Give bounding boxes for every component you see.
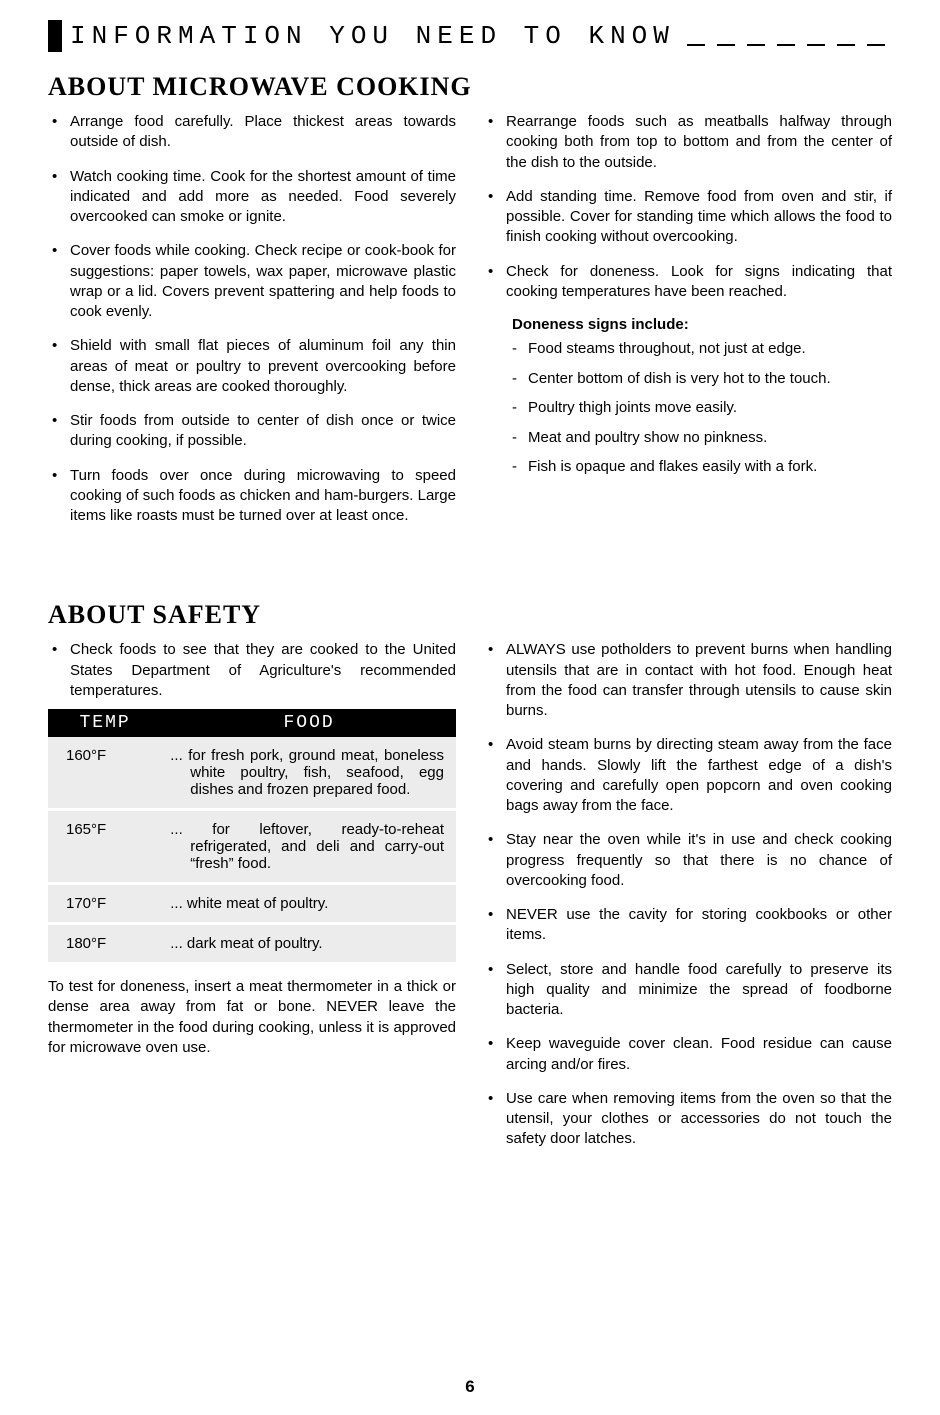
table-row: 180°F ... dark meat of poultry. bbox=[48, 924, 456, 964]
list-item: Check for doneness. Look for signs indic… bbox=[484, 262, 892, 303]
cell-food: ... for leftover, ready-to-reheat refrig… bbox=[162, 810, 456, 884]
safety-intro: Check foods to see that they are cooked … bbox=[48, 640, 456, 701]
list-item: Avoid steam burns by directing steam awa… bbox=[484, 735, 892, 816]
section-cooking: ABOUT MICROWAVE COOKING Arrange food car… bbox=[48, 72, 892, 540]
banner-title: INFORMATION YOU NEED TO KNOW bbox=[70, 21, 675, 51]
banner-bar-icon bbox=[48, 20, 62, 52]
table-header-food: FOOD bbox=[162, 709, 456, 737]
table-row: 165°F ... for leftover, ready-to-reheat … bbox=[48, 810, 456, 884]
list-item: Stir foods from outside to center of dis… bbox=[48, 411, 456, 452]
cooking-left-col: Arrange food carefully. Place thickest a… bbox=[48, 112, 456, 540]
cell-food: ... for fresh pork, ground meat, boneles… bbox=[162, 737, 456, 810]
list-item: Watch cooking time. Cook for the shortes… bbox=[48, 167, 456, 228]
section-safety: ABOUT SAFETY Check foods to see that the… bbox=[48, 600, 892, 1163]
list-item: Shield with small flat pieces of aluminu… bbox=[48, 336, 456, 397]
heading-cooking: ABOUT MICROWAVE COOKING bbox=[48, 72, 892, 102]
list-item: Use care when removing items from the ov… bbox=[484, 1089, 892, 1150]
doneness-title: Doneness signs include: bbox=[512, 316, 892, 333]
list-item: Arrange food carefully. Place thickest a… bbox=[48, 112, 456, 153]
table-header-temp: TEMP bbox=[48, 709, 162, 737]
safety-after-table: To test for doneness, insert a meat ther… bbox=[48, 977, 456, 1058]
cell-temp: 170°F bbox=[48, 884, 162, 924]
list-item: Keep waveguide cover clean. Food residue… bbox=[484, 1034, 892, 1075]
list-item: NEVER use the cavity for storing cookboo… bbox=[484, 905, 892, 946]
list-item: Cover foods while cooking. Check recipe … bbox=[48, 241, 456, 322]
list-item: Add standing time. Remove food from oven… bbox=[484, 187, 892, 248]
list-item: Poultry thigh joints move easily. bbox=[512, 398, 892, 418]
page: INFORMATION YOU NEED TO KNOW ABOUT MICRO… bbox=[0, 0, 940, 1415]
table-row: 160°F ... for fresh pork, ground meat, b… bbox=[48, 737, 456, 810]
list-item: Select, store and handle food carefully … bbox=[484, 960, 892, 1021]
temperature-table: TEMP FOOD 160°F ... for fresh pork, grou… bbox=[48, 709, 456, 965]
heading-safety: ABOUT SAFETY bbox=[48, 600, 892, 630]
table-row: 170°F ... white meat of poultry. bbox=[48, 884, 456, 924]
cooking-right-col: Rearrange foods such as meatballs halfwa… bbox=[484, 112, 892, 540]
cell-temp: 180°F bbox=[48, 924, 162, 964]
cell-food: ... dark meat of poultry. bbox=[162, 924, 456, 964]
banner-dashed-rule bbox=[687, 44, 892, 46]
page-banner: INFORMATION YOU NEED TO KNOW bbox=[48, 20, 892, 52]
cell-temp: 165°F bbox=[48, 810, 162, 884]
list-item: Turn foods over once during microwaving … bbox=[48, 466, 456, 527]
page-number: 6 bbox=[0, 1377, 940, 1397]
list-item: Food steams throughout, not just at edge… bbox=[512, 339, 892, 359]
list-item: Center bottom of dish is very hot to the… bbox=[512, 369, 892, 389]
list-item: Stay near the oven while it's in use and… bbox=[484, 830, 892, 891]
safety-right-col: ALWAYS use potholders to prevent burns w… bbox=[484, 640, 892, 1163]
list-item: ALWAYS use potholders to prevent burns w… bbox=[484, 640, 892, 721]
cell-temp: 160°F bbox=[48, 737, 162, 810]
safety-left-col: Check foods to see that they are cooked … bbox=[48, 640, 456, 1163]
list-item: Fish is opaque and flakes easily with a … bbox=[512, 457, 892, 477]
list-item: Rearrange foods such as meatballs halfwa… bbox=[484, 112, 892, 173]
cell-food: ... white meat of poultry. bbox=[162, 884, 456, 924]
list-item: Meat and poultry show no pinkness. bbox=[512, 428, 892, 448]
